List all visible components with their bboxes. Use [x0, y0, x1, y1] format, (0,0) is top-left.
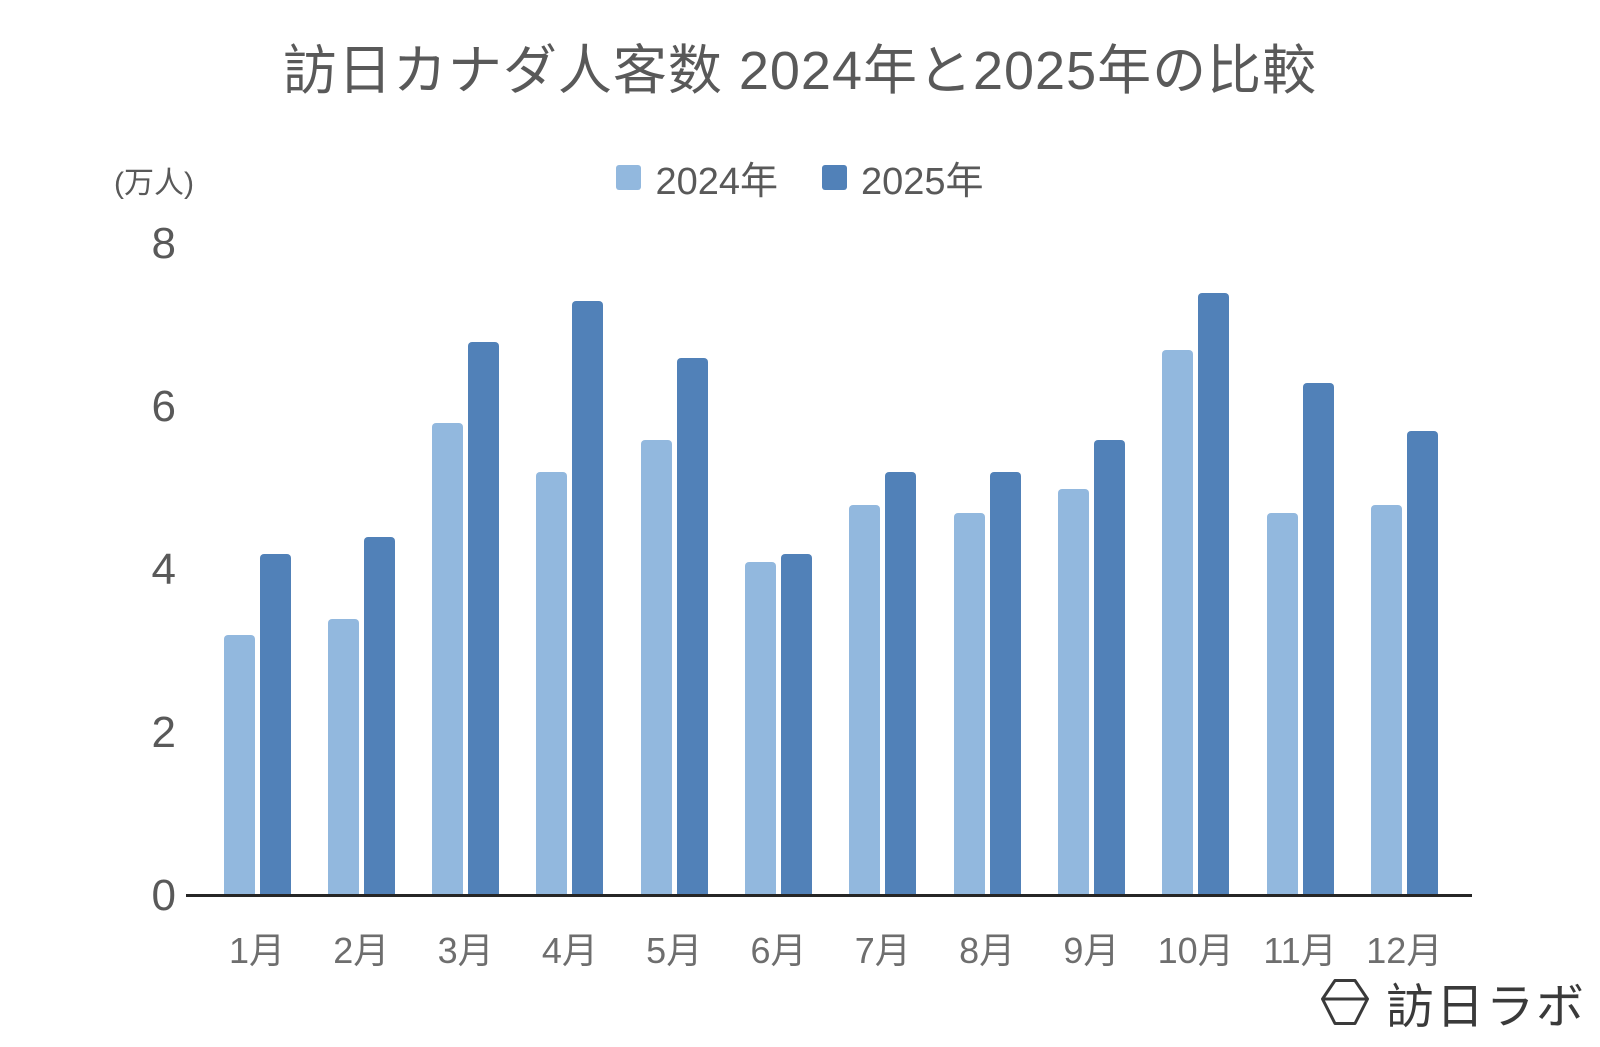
bar-2025年-2月 — [363, 537, 395, 896]
y-tick-label-6: 6 — [151, 382, 176, 431]
bar-2025年-4月 — [572, 301, 604, 896]
x-tick-label-12月: 12月 — [1366, 930, 1443, 971]
x-tick-label-4月: 4月 — [541, 930, 598, 971]
x-tick-label-1月: 1月 — [228, 930, 286, 971]
chart-title: 訪日カナダ人客数 2024年と2025年の比較 — [282, 41, 1318, 101]
y-axis-unit-label: (万人) — [114, 167, 194, 200]
legend: 2024年 2025年 — [0, 150, 1600, 205]
bar-2025年-8月 — [989, 472, 1021, 896]
brand-logo-text: 訪日ラボ — [1385, 981, 1586, 1034]
x-tick-label-3月: 3月 — [437, 930, 494, 971]
bar-2025年-9月 — [1093, 439, 1125, 896]
legend-item-2024: 2024年 — [616, 150, 778, 205]
bar-2025年-6月 — [781, 553, 812, 896]
bar-2024年-10月 — [1162, 349, 1194, 896]
bar-2025年-3月 — [468, 341, 500, 896]
y-tick-label-4: 4 — [151, 545, 176, 594]
bar-2025年-7月 — [885, 472, 917, 896]
legend-item-2025: 2025年 — [822, 150, 984, 205]
hexagon-lab-icon — [1320, 979, 1369, 1025]
x-tick-label-8月: 8月 — [959, 930, 1016, 971]
bar-2024年-7月 — [849, 504, 881, 896]
x-tick-label-11月: 11月 — [1263, 930, 1337, 971]
x-axis-line — [186, 894, 1472, 897]
bar-2024年-8月 — [953, 512, 985, 896]
bar-2024年-11月 — [1266, 512, 1298, 896]
legend-swatch-2024 — [616, 165, 642, 190]
bar-2024年-3月 — [432, 423, 464, 896]
bar-2024年-1月 — [223, 635, 255, 896]
x-tick-label-5月: 5月 — [646, 930, 703, 971]
x-tick-label-10月: 10月 — [1157, 930, 1234, 971]
bar-2024年-2月 — [327, 618, 359, 896]
bar-2025年-12月 — [1406, 431, 1438, 896]
y-tick-label-0: 0 — [151, 871, 176, 920]
y-tick-label-8: 8 — [151, 219, 176, 268]
brand-logo: 訪日ラボ — [1320, 967, 1586, 1037]
bar-2024年-6月 — [745, 561, 776, 896]
legend-label-2025: 2025年 — [861, 161, 984, 203]
x-tick-label-7月: 7月 — [854, 930, 911, 971]
bar-2024年-9月 — [1057, 488, 1089, 896]
x-tick-label-9月: 9月 — [1063, 930, 1120, 971]
x-tick-label-6月: 6月 — [750, 930, 807, 971]
bar-2025年-11月 — [1302, 382, 1334, 896]
bar-2025年-5月 — [676, 358, 708, 896]
y-tick-label-2: 2 — [151, 708, 176, 757]
legend-swatch-2025 — [822, 165, 847, 190]
bar-2024年-5月 — [640, 439, 672, 896]
x-tick-label-2月: 2月 — [333, 930, 390, 971]
legend-label-2024: 2024年 — [655, 161, 778, 203]
bar-2024年-12月 — [1370, 504, 1402, 896]
bar-2025年-1月 — [259, 553, 291, 896]
bar-2024年-4月 — [536, 472, 568, 896]
bar-2025年-10月 — [1198, 292, 1230, 896]
